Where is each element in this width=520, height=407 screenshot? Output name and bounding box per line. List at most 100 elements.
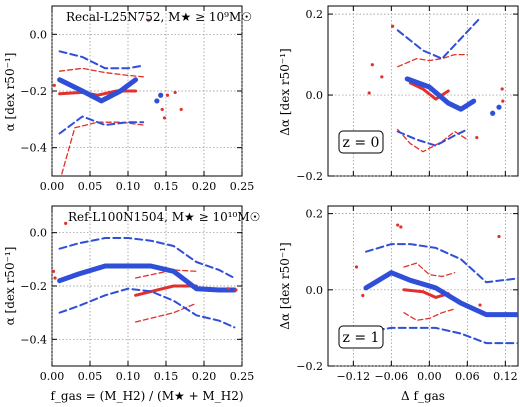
percentile-line-red [397,53,468,68]
scatter-point-blue [158,92,164,98]
scatter-point-red [234,288,238,292]
x-tick-label: 0.00 [40,180,65,193]
scatter-point-red [53,276,57,280]
scatter-point-red [367,91,371,95]
x-tick-label: 0.10 [116,180,141,193]
y-axis-label-bottom-left: α [dex r50⁻¹] [3,247,17,326]
y-tick-label: −0.4 [20,142,47,155]
median-line-blue [404,76,477,112]
percentile-line-blue [365,243,518,284]
scatter-point-blue [154,98,160,104]
y-tick-label: −0.4 [20,333,47,346]
scatter-point-red [179,107,183,112]
scatter-point-red [361,293,365,298]
y-tick-label: 0.2 [306,8,324,21]
tick-labels: 0.00 0.05 0.10 0.15 0.20 0.25 −0.4 −0.2 0.0 [20,206,254,383]
scatter-point-red [475,135,479,140]
gridlines [51,206,243,366]
median-line-blue [57,263,237,293]
y-tick-label: −0.2 [20,280,47,293]
scatter-point-red [399,225,403,229]
x-tick-label: 0.05 [78,180,103,193]
x-tick-label: −0.12 [336,370,370,383]
percentile-line-red [403,262,456,278]
scatter-point-red [52,269,56,273]
scatter-point-red [391,24,395,28]
panel-bottom-right: −0.12 −0.06 0.00 0.06 0.12 −0.2 0.0 0.2 z = 1 [296,205,519,383]
percentile-line-red [60,121,144,176]
scatter-point-red [370,63,374,67]
panel-top-right: −0.2 0.0 0.2 z = 0 [296,5,519,183]
tick-labels: −0.2 0.0 0.2 [296,6,518,183]
percentile-line-blue [58,115,145,135]
redshift-label: z = 0 [343,135,380,151]
x-tick-label: 0.15 [154,180,179,193]
tick-labels: −0.12 −0.06 0.00 0.06 0.12 −0.2 0.0 0.2 [296,206,518,383]
panel-label: Ref-L100N1504, M★ ≥ 10¹⁰M☉ [68,210,260,224]
scatter-point-red [64,221,68,225]
median-line-red [402,288,450,299]
scatter-point-red [226,287,230,291]
y-tick-label: 0.2 [306,208,324,221]
y-tick-label: 0.0 [30,227,48,240]
scatter-point-red [354,265,359,269]
scatter-point-red [173,90,177,95]
percentile-line-blue [58,237,236,279]
scatter-point-red [380,75,384,79]
percentile-line-red [58,67,144,78]
scatter-point-red [146,18,151,22]
percentile-line-red [134,302,198,323]
redshift-label: z = 1 [343,330,380,346]
panel-top-left: 0.00 0.05 0.10 0.15 0.20 0.25 −0.4 −0.2 0.0 Reca… [20,5,254,193]
y-tick-label: −0.2 [296,360,323,373]
x-tick-label: 0.20 [192,370,217,383]
y-tick-label: −0.2 [20,85,47,98]
x-tick-label: 0.25 [230,180,255,193]
x-tick-label: 0.12 [493,370,518,383]
y-tick-label: 0.0 [306,284,324,297]
percentile-line-red [134,269,198,279]
percentile-line-blue [58,50,145,70]
scatter-point-red [478,303,482,307]
x-tick-label: 0.00 [417,370,442,383]
tick-labels: 0.00 0.05 0.10 0.15 0.20 0.25 −0.4 −0.2 0.0 [20,6,254,193]
percentile-line-blue [396,17,481,60]
scatter-point-red [162,116,167,120]
redshift-box: z = 0 [338,130,384,154]
x-tick-label: 0.05 [78,370,103,383]
percentile-line-blue [396,128,469,147]
x-tick-label: 0.10 [116,370,141,383]
percentile-line-blue [365,326,518,345]
x-tick-label: 0.15 [154,370,179,383]
x-tick-label: 0.06 [455,370,480,383]
scatter-point-red [497,234,501,239]
median-line-blue [57,77,139,104]
series-marks [354,223,518,345]
y-tick-label: 0.0 [306,89,324,102]
redshift-box: z = 1 [338,325,384,349]
median-line-blue [363,270,518,318]
series-marks [52,18,183,176]
percentile-line-red [403,308,456,321]
x-tick-label: 0.20 [192,180,217,193]
median-line-red [58,89,138,97]
y-axis-label-bottom-right: Δα [dex r50⁻¹] [278,242,292,329]
scatter-point-red [160,107,164,112]
gridlines [328,6,518,177]
series-marks [52,221,238,329]
scatter-point-red [500,87,504,91]
y-axis-label-top-left: α [dex r50⁻¹] [3,53,17,132]
scatter-point-blue [496,104,502,110]
panel-bottom-left: 0.00 0.05 0.10 0.15 0.20 0.25 −0.4 −0.2 0.0 Ref-… [20,205,260,383]
series-marks [367,17,505,153]
scatter-point-blue [490,110,496,116]
percentile-line-red [397,128,468,153]
scatter-point-red [52,83,56,87]
x-tick-label: 0.25 [230,370,255,383]
scatter-point-red [501,99,505,103]
scatter-point-red [165,93,170,97]
scatter-point-red [396,223,400,227]
y-axis-label-top-right: Δα [dex r50⁻¹] [278,48,292,135]
percentile-line-blue [58,287,236,329]
y-tick-label: 0.0 [30,28,48,41]
